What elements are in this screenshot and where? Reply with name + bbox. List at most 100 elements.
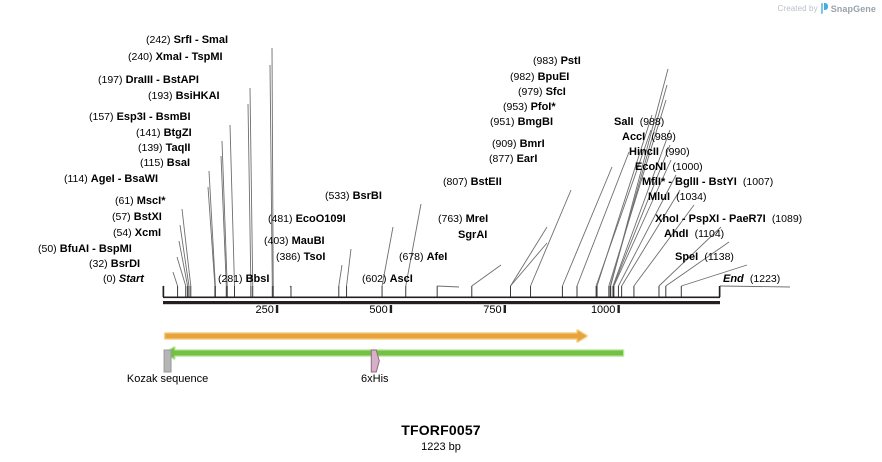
site-leader-line: [338, 264, 343, 287]
site-position: (979): [518, 86, 543, 98]
feature-label[interactable]: Kozak sequence: [126, 373, 209, 385]
restriction-site-label[interactable]: (115) BsaI: [140, 158, 190, 169]
enzyme-name: BmgBI: [517, 116, 554, 128]
name-separator: -: [153, 74, 163, 86]
site-position: (982): [510, 71, 535, 83]
enzyme-name: PspXI: [688, 213, 720, 225]
site-position: (61): [115, 195, 134, 207]
restriction-site-label[interactable]: EcoNI (1000): [635, 162, 703, 173]
site-leader-line: [249, 87, 254, 287]
site-position: (0): [103, 273, 116, 285]
restriction-site-label[interactable]: (877) EarI: [489, 154, 537, 165]
restriction-site-label[interactable]: (982) BpuEI: [510, 72, 569, 83]
restriction-site-label[interactable]: (197) DraIII - BstAPI: [98, 75, 199, 86]
axis-line-thick: [163, 301, 720, 305]
restriction-site-label[interactable]: MflI* - BglII - BstYI (1007): [642, 177, 773, 188]
site-leader-line: [510, 226, 548, 287]
restriction-site-label[interactable]: (54) XcmI: [113, 228, 161, 239]
site-position: (877): [489, 153, 514, 165]
restriction-site-label[interactable]: (240) XmaI - TspMI: [128, 52, 223, 63]
enzyme-name: BsaI: [166, 157, 191, 169]
restriction-site-label[interactable]: (979) SfcI: [518, 87, 566, 98]
site-leader-line: [221, 140, 228, 287]
restriction-site-label[interactable]: (242) SrfI - SmaI: [146, 35, 228, 46]
restriction-site-label[interactable]: (157) Esp3I - BsmBI: [89, 112, 191, 123]
restriction-site-label[interactable]: (193) BsiHKAI: [148, 91, 220, 102]
site-position: (989): [651, 131, 676, 143]
name-separator: -: [719, 213, 729, 225]
name-separator: -: [181, 51, 192, 63]
restriction-site-label[interactable]: (951) BmgBI: [490, 117, 553, 128]
name-separator: -: [145, 111, 156, 123]
restriction-site-label[interactable]: (50) BfuAI - BspMI: [38, 244, 132, 255]
restriction-site-label[interactable]: AhdI (1104): [664, 229, 724, 240]
feature-glyph[interactable]: [370, 349, 380, 373]
enzyme-name: BstEII: [470, 176, 502, 188]
enzyme-name: BsmBI: [155, 111, 191, 123]
watermark-prefix: Created by: [777, 4, 818, 13]
site-position: (139): [138, 142, 163, 154]
restriction-site-label[interactable]: AccI (989): [622, 132, 676, 143]
map-title-block: TFORF0057 1223 bp: [0, 422, 882, 453]
site-position: (193): [148, 90, 173, 102]
restriction-site-label[interactable]: End (1223): [723, 274, 780, 285]
restriction-site-label[interactable]: (602) AscI: [362, 274, 413, 285]
site-position: (157): [89, 111, 114, 123]
name-separator: -: [665, 176, 676, 188]
restriction-site-label[interactable]: SalI (988): [614, 117, 664, 128]
restriction-site-label[interactable]: (139) TaqII: [138, 143, 190, 154]
site-position: (807): [443, 176, 468, 188]
feature-glyph[interactable]: [163, 349, 172, 373]
site-position: (678): [399, 251, 424, 263]
restriction-site-label[interactable]: (281) BbsI: [218, 274, 269, 285]
restriction-site-label[interactable]: SpeI (1138): [675, 252, 734, 263]
site-leader-line: [289, 285, 292, 288]
transcript-track[interactable]: [163, 346, 625, 360]
site-position: (602): [362, 273, 387, 285]
site-leader-line: [576, 151, 630, 287]
orf-track[interactable]: [163, 329, 588, 343]
restriction-site-label[interactable]: (909) BmrI: [492, 139, 545, 150]
restriction-site-label[interactable]: (678) AfeI: [399, 252, 447, 263]
restriction-site-label[interactable]: (807) BstEII: [443, 177, 502, 188]
restriction-site-label[interactable]: (386) TsoI: [276, 252, 325, 263]
restriction-site-label[interactable]: (114) AgeI - BsaWI: [64, 174, 158, 185]
restriction-site-label[interactable]: (403) MauBI: [264, 236, 325, 247]
enzyme-name: AccI: [622, 131, 646, 143]
site-leader-line: [208, 170, 216, 287]
restriction-site-label[interactable]: (481) EcoO109I: [268, 214, 346, 225]
enzyme-name: Start: [118, 273, 144, 285]
restriction-site-label[interactable]: (141) BtgZI: [136, 128, 192, 139]
enzyme-name: EcoO109I: [295, 213, 346, 225]
restriction-site-label[interactable]: (533) BsrBI: [325, 191, 382, 202]
site-position: (481): [268, 213, 293, 225]
enzyme-name: BsrDI: [110, 258, 141, 270]
restriction-site-label[interactable]: (763) MreI: [438, 214, 488, 225]
site-position: (32): [89, 258, 108, 270]
restriction-site-label[interactable]: HincII (990): [629, 147, 690, 158]
restriction-site-label[interactable]: (983) PstI: [533, 56, 581, 67]
restriction-site-label[interactable]: XhoI - PspXI - PaeR7I (1089): [655, 214, 802, 225]
name-separator: -: [89, 243, 99, 255]
snapgene-watermark: Created by SnapGene: [778, 3, 876, 14]
site-leader-line: [220, 155, 227, 287]
enzyme-name: SgrAI: [458, 229, 488, 241]
restriction-site-label[interactable]: (953) PfoI*: [503, 102, 556, 113]
restriction-site-label[interactable]: (0) Start: [103, 274, 144, 285]
enzyme-name: SmaI: [201, 34, 228, 46]
site-position: (403): [264, 235, 289, 247]
restriction-site-label[interactable]: SgrAI: [458, 230, 487, 241]
page-title: TFORF0057: [401, 422, 481, 438]
restriction-site-label[interactable]: (61) MscI*: [115, 196, 166, 207]
enzyme-name: SrfI: [173, 34, 192, 46]
feature-label[interactable]: 6xHis: [361, 373, 389, 385]
restriction-site-label[interactable]: (57) BstXI: [112, 212, 162, 223]
site-position: (1089): [771, 213, 803, 225]
enzyme-name: BstAPI: [162, 74, 199, 86]
enzyme-name: BsaWI: [124, 173, 159, 185]
ruler-tick-label: 750: [483, 304, 502, 316]
restriction-site-label[interactable]: MluI (1034): [648, 192, 706, 203]
restriction-site-label[interactable]: (32) BsrDI: [89, 259, 140, 270]
enzyme-name: BspMI: [98, 243, 132, 255]
